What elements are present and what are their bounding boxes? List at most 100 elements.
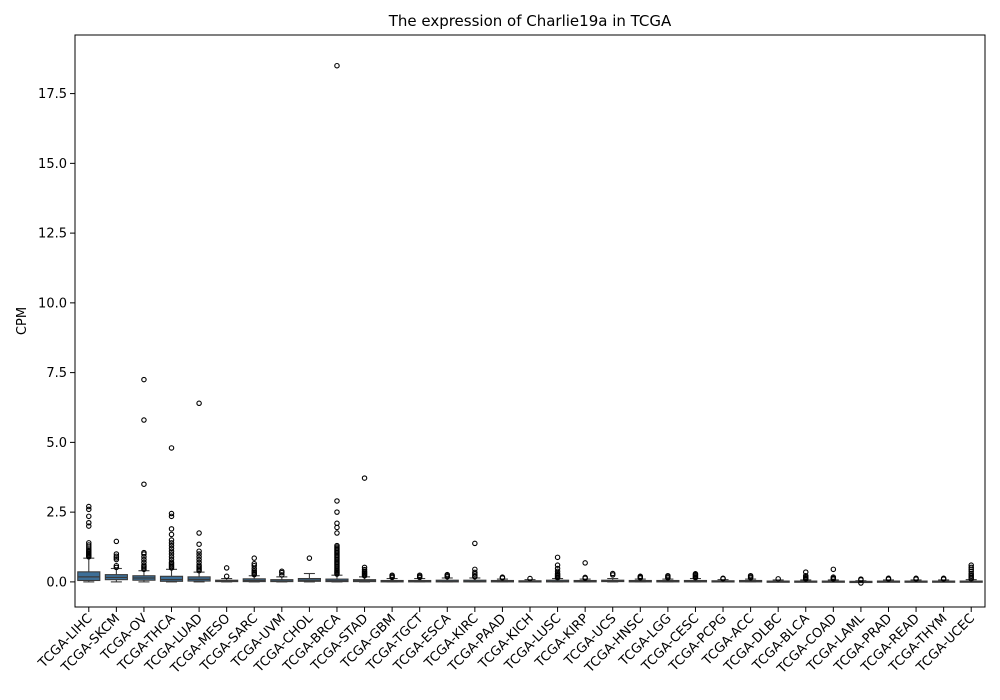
outlier-point (86, 540, 92, 546)
y-tick-label: 15.0 (38, 157, 67, 172)
outlier-point (334, 520, 340, 527)
outlier-point (251, 561, 257, 567)
outlier-point (223, 573, 230, 580)
outlier-point (168, 542, 175, 549)
outlier-point (113, 556, 120, 563)
outlier-point (196, 554, 202, 560)
outlier-point (554, 565, 561, 572)
y-tick-label: 12.5 (38, 227, 67, 242)
outlier-point (168, 513, 175, 520)
outlier-point (830, 566, 837, 573)
plot-frame (74, 34, 986, 608)
outlier-point (637, 573, 644, 580)
outlier-point (141, 376, 147, 383)
outlier-point (885, 575, 892, 582)
outlier-point (141, 549, 147, 556)
outlier-point (251, 567, 257, 574)
outlier-point (86, 523, 92, 529)
outlier-point (141, 559, 147, 566)
outlier-point (168, 510, 175, 517)
outlier-point (141, 417, 147, 423)
outlier-point (334, 498, 340, 504)
outlier-point (554, 568, 561, 575)
outlier-point (113, 538, 120, 545)
outlier-point (306, 555, 313, 561)
outlier-point (196, 548, 202, 554)
outlier-point (141, 562, 147, 568)
outlier-point (168, 556, 175, 563)
outlier-point (858, 576, 864, 582)
outlier-point (334, 530, 340, 536)
outlier-point (168, 554, 175, 560)
outlier-point (913, 575, 919, 582)
outlier-point (361, 564, 368, 571)
outlier-point (444, 571, 451, 578)
outlier-point (940, 575, 947, 582)
outlier-point (692, 571, 699, 577)
outlier-point (803, 569, 809, 575)
outlier-point (968, 562, 974, 568)
y-tick-label: 7.5 (46, 366, 67, 381)
outlier-point (582, 574, 588, 581)
box-tcga-thca (159, 575, 184, 582)
chart-axes: 0.02.55.07.510.012.515.017.5TCGA-LIHCTCG… (35, 87, 978, 677)
outlier-point (251, 555, 257, 561)
outlier-point (113, 553, 120, 559)
outlier-point (113, 564, 120, 571)
y-tick-label: 17.5 (38, 87, 67, 102)
outlier-point (554, 554, 561, 561)
box-tcga-lihc (77, 571, 101, 582)
outlier-point (168, 526, 175, 532)
outlier-point (527, 575, 533, 582)
outlier-point (472, 566, 478, 573)
y-tick-label: 0.0 (46, 575, 67, 590)
outlier-point (499, 574, 506, 580)
outlier-point (472, 569, 478, 576)
outlier-point (196, 530, 202, 536)
outlier-point (168, 551, 175, 557)
outlier-point (86, 506, 92, 513)
outlier-point (472, 540, 478, 547)
outlier-point (775, 576, 781, 582)
outlier-point (86, 542, 92, 548)
outlier-point (86, 519, 92, 526)
outlier-point (361, 475, 368, 481)
outlier-point (196, 556, 202, 563)
outlier-point (472, 572, 478, 579)
chart-title: The expression of Charlie19a in TCGA (388, 12, 672, 30)
outlier-point (747, 572, 754, 579)
outlier-point (334, 542, 340, 549)
outlier-point (168, 540, 175, 546)
outlier-point (830, 574, 837, 580)
outlier-point (113, 562, 120, 569)
outlier-point (720, 575, 726, 582)
outlier-point (168, 531, 175, 538)
outlier-point (168, 548, 175, 554)
y-tick-label: 5.0 (46, 436, 67, 451)
outlier-point (168, 445, 175, 451)
outlier-point (196, 551, 202, 557)
y-tick-label: 2.5 (46, 506, 67, 521)
outlier-point (389, 572, 395, 578)
chart-marks (77, 62, 983, 586)
outlier-point (334, 62, 340, 69)
outlier-point (609, 570, 616, 577)
outlier-point (113, 551, 120, 557)
outlier-point (334, 509, 340, 515)
outlier-point (582, 560, 588, 566)
outlier-point (554, 570, 561, 577)
outlier-point (279, 572, 285, 578)
outlier-point (141, 556, 147, 563)
outlier-point (168, 559, 175, 566)
outlier-point (168, 545, 175, 552)
y-axis-label: CPM (15, 307, 30, 335)
y-tick-label: 10.0 (38, 296, 67, 311)
outlier-point (196, 400, 202, 407)
outlier-point (141, 481, 147, 487)
outlier-point (196, 559, 202, 566)
outlier-point (968, 564, 974, 571)
outlier-point (196, 541, 202, 547)
outlier-point (196, 562, 202, 568)
outlier-point (665, 572, 671, 579)
